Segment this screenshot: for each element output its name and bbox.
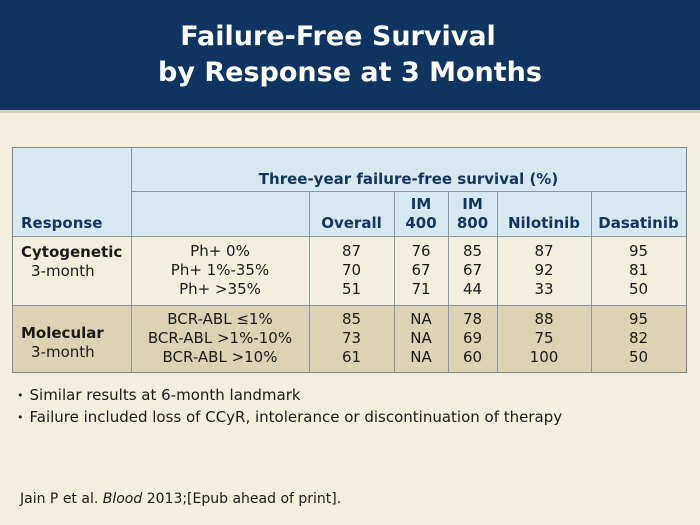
- col-header-im400-line2: 400: [405, 214, 437, 232]
- cell: 70: [341, 261, 362, 279]
- cell: 76: [411, 242, 431, 260]
- col-rule-6: [591, 191, 592, 372]
- col-header-im800-line2: 800: [456, 214, 489, 232]
- criterion: Ph+ >35%: [179, 280, 261, 298]
- cell: 67: [411, 261, 431, 279]
- criterion: BCR-ABL >1%-10%: [147, 329, 293, 347]
- criterion: BCR-ABL >10%: [162, 348, 278, 366]
- title-line-2: by Response at 3 Months: [158, 57, 542, 88]
- cell: 81: [628, 261, 649, 279]
- values-im800-cyto: 85 67 44: [448, 242, 497, 299]
- col-header-im400-line1: IM: [410, 195, 432, 213]
- col-header-response: Response: [21, 214, 103, 232]
- cell: 78: [462, 310, 483, 328]
- title-banner: Failure-Free Survival by Response at 3 M…: [0, 0, 700, 110]
- values-nilotinib-mol: 88 75 100: [497, 310, 591, 367]
- cell: 50: [628, 348, 649, 366]
- cell: 69: [462, 329, 483, 347]
- title-line-1: Failure-Free Survival: [180, 21, 496, 52]
- cell: 85: [462, 242, 483, 260]
- molecular-row-bg: [13, 305, 686, 372]
- table-header-bg: [13, 148, 686, 236]
- values-dasatinib-mol: 95 82 50: [591, 310, 686, 367]
- cell: 100: [529, 348, 559, 366]
- header-bottom-rule: [13, 236, 686, 237]
- values-overall-cyto: 87 70 51: [309, 242, 394, 299]
- group-name: Cytogenetic: [21, 243, 123, 261]
- col-header-im800-line1: IM: [462, 195, 483, 213]
- citation-journal: Blood: [102, 491, 143, 507]
- cell: 87: [341, 242, 362, 260]
- group-label-molecular: Molecular 3-month: [21, 324, 104, 362]
- col-rule-5: [497, 191, 498, 372]
- group-header-rule: [131, 191, 686, 192]
- citation: Jain P et al. Blood 2013;[Epub ahead of …: [20, 491, 341, 507]
- col-rule-2: [309, 191, 310, 372]
- col-header-im800: IM 800: [448, 195, 497, 233]
- criteria-molecular: BCR-ABL ≤1% BCR-ABL >1%-10% BCR-ABL >10%: [131, 310, 309, 367]
- cell: 95: [628, 242, 649, 260]
- criterion: Ph+ 1%-35%: [170, 261, 270, 279]
- values-dasatinib-cyto: 95 81 50: [591, 242, 686, 299]
- footnote-bullets: Similar results at 6-month landmark Fail…: [17, 385, 563, 429]
- criterion: BCR-ABL ≤1%: [167, 310, 273, 328]
- col-header-dasatinib: Dasatinib: [598, 214, 679, 232]
- col-rule-3: [394, 191, 395, 372]
- col-header-overall: Overall: [321, 214, 382, 232]
- cell: 67: [462, 261, 483, 279]
- survival-table: Three-year failure-free survival (%) Res…: [12, 147, 687, 373]
- group-label-cytogenetic: Cytogenetic 3-month: [21, 243, 122, 281]
- col-header-nilotinib: Nilotinib: [507, 214, 580, 232]
- cell: 33: [534, 280, 554, 298]
- cell: 61: [341, 348, 362, 366]
- cell: 71: [411, 280, 431, 298]
- group-name: Molecular: [21, 324, 104, 342]
- values-overall-mol: 85 73 61: [309, 310, 394, 367]
- cell: 51: [341, 280, 362, 298]
- citation-suffix: 2013;[Epub ahead of print].: [142, 491, 342, 507]
- title-divider: [0, 110, 700, 113]
- values-im400-cyto: 76 67 71: [394, 242, 448, 299]
- citation-prefix: Jain P et al.: [20, 491, 103, 507]
- cell: 87: [534, 242, 554, 260]
- col-header-im400: IM 400: [394, 195, 448, 233]
- cell: 75: [534, 329, 554, 347]
- cell: 60: [462, 348, 483, 366]
- cell: NA: [410, 329, 432, 347]
- group-sub: 3-month: [31, 343, 95, 361]
- group-header: Three-year failure-free survival (%): [258, 170, 559, 188]
- group-sub: 3-month: [31, 262, 95, 280]
- cell: 50: [628, 280, 649, 298]
- cell: 82: [628, 329, 649, 347]
- cell: 88: [534, 310, 554, 328]
- cell: NA: [410, 310, 432, 328]
- col-rule-1: [131, 148, 132, 372]
- cell: 85: [341, 310, 362, 328]
- cell: 95: [628, 310, 649, 328]
- cell: 92: [534, 261, 554, 279]
- criteria-cytogenetic: Ph+ 0% Ph+ 1%-35% Ph+ >35%: [131, 242, 309, 299]
- cell: 44: [462, 280, 483, 298]
- cell: NA: [410, 348, 432, 366]
- values-nilotinib-cyto: 87 92 33: [497, 242, 591, 299]
- values-im400-mol: NA NA NA: [394, 310, 448, 367]
- cytogenetic-row-bg: [13, 236, 686, 305]
- bullet-item: Failure included loss of CCyR, intoleran…: [17, 407, 563, 429]
- bullet-item: Similar results at 6-month landmark: [17, 385, 562, 407]
- group-separator-rule: [13, 305, 686, 306]
- cell: 73: [341, 329, 362, 347]
- criterion: Ph+ 0%: [190, 242, 250, 260]
- values-im800-mol: 78 69 60: [448, 310, 497, 367]
- col-rule-4: [448, 191, 449, 372]
